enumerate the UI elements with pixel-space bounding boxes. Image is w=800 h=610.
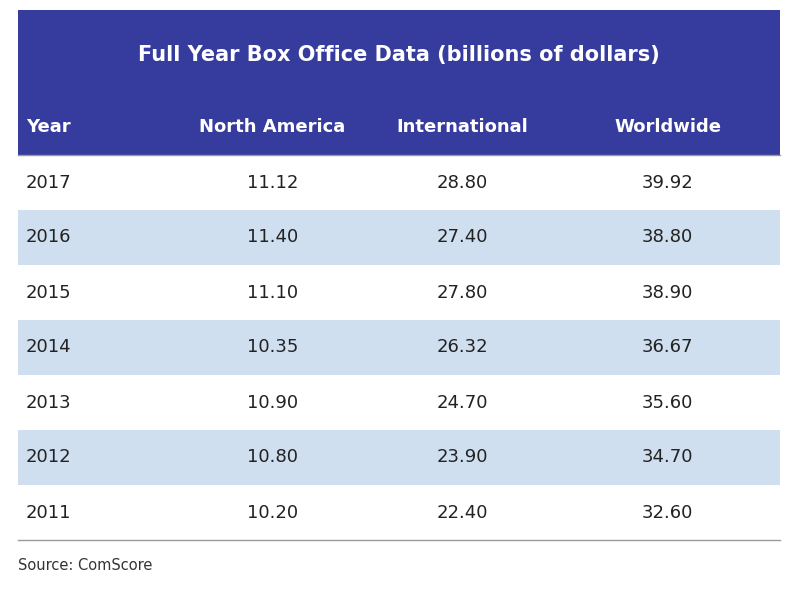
Text: 22.40: 22.40 [437,503,488,522]
Bar [18,155,780,210]
Text: 2015: 2015 [26,284,72,301]
Bar [18,320,780,375]
Text: 27.40: 27.40 [437,229,488,246]
Bar [18,210,780,265]
Text: 39.92: 39.92 [642,173,694,192]
Text: 23.90: 23.90 [437,448,488,467]
Text: 36.67: 36.67 [642,339,694,356]
Text: 24.70: 24.70 [437,393,488,412]
Text: 2016: 2016 [26,229,71,246]
Text: International: International [397,118,528,137]
Text: 2013: 2013 [26,393,72,412]
Text: North America: North America [199,118,346,137]
Text: 11.10: 11.10 [247,284,298,301]
Text: Full Year Box Office Data (billions of dollars): Full Year Box Office Data (billions of d… [138,45,660,65]
Text: 32.60: 32.60 [642,503,693,522]
Text: 10.20: 10.20 [247,503,298,522]
Text: 10.90: 10.90 [247,393,298,412]
Bar [18,100,780,155]
Text: 34.70: 34.70 [642,448,694,467]
Text: 10.80: 10.80 [247,448,298,467]
Text: 35.60: 35.60 [642,393,693,412]
Text: 2014: 2014 [26,339,72,356]
Text: 27.80: 27.80 [437,284,488,301]
Text: Source: ComScore: Source: ComScore [18,558,152,573]
Text: Year: Year [26,118,70,137]
Text: 11.40: 11.40 [247,229,298,246]
Text: 38.80: 38.80 [642,229,693,246]
Bar [18,10,780,100]
Text: 2012: 2012 [26,448,72,467]
Text: Worldwide: Worldwide [614,118,721,137]
Text: 10.35: 10.35 [247,339,298,356]
Text: 2017: 2017 [26,173,72,192]
Text: 28.80: 28.80 [437,173,488,192]
Text: 38.90: 38.90 [642,284,693,301]
Text: 26.32: 26.32 [437,339,488,356]
Bar [18,265,780,320]
Bar [18,485,780,540]
Text: 11.12: 11.12 [247,173,298,192]
Text: 2011: 2011 [26,503,71,522]
Bar [18,430,780,485]
Bar [18,375,780,430]
